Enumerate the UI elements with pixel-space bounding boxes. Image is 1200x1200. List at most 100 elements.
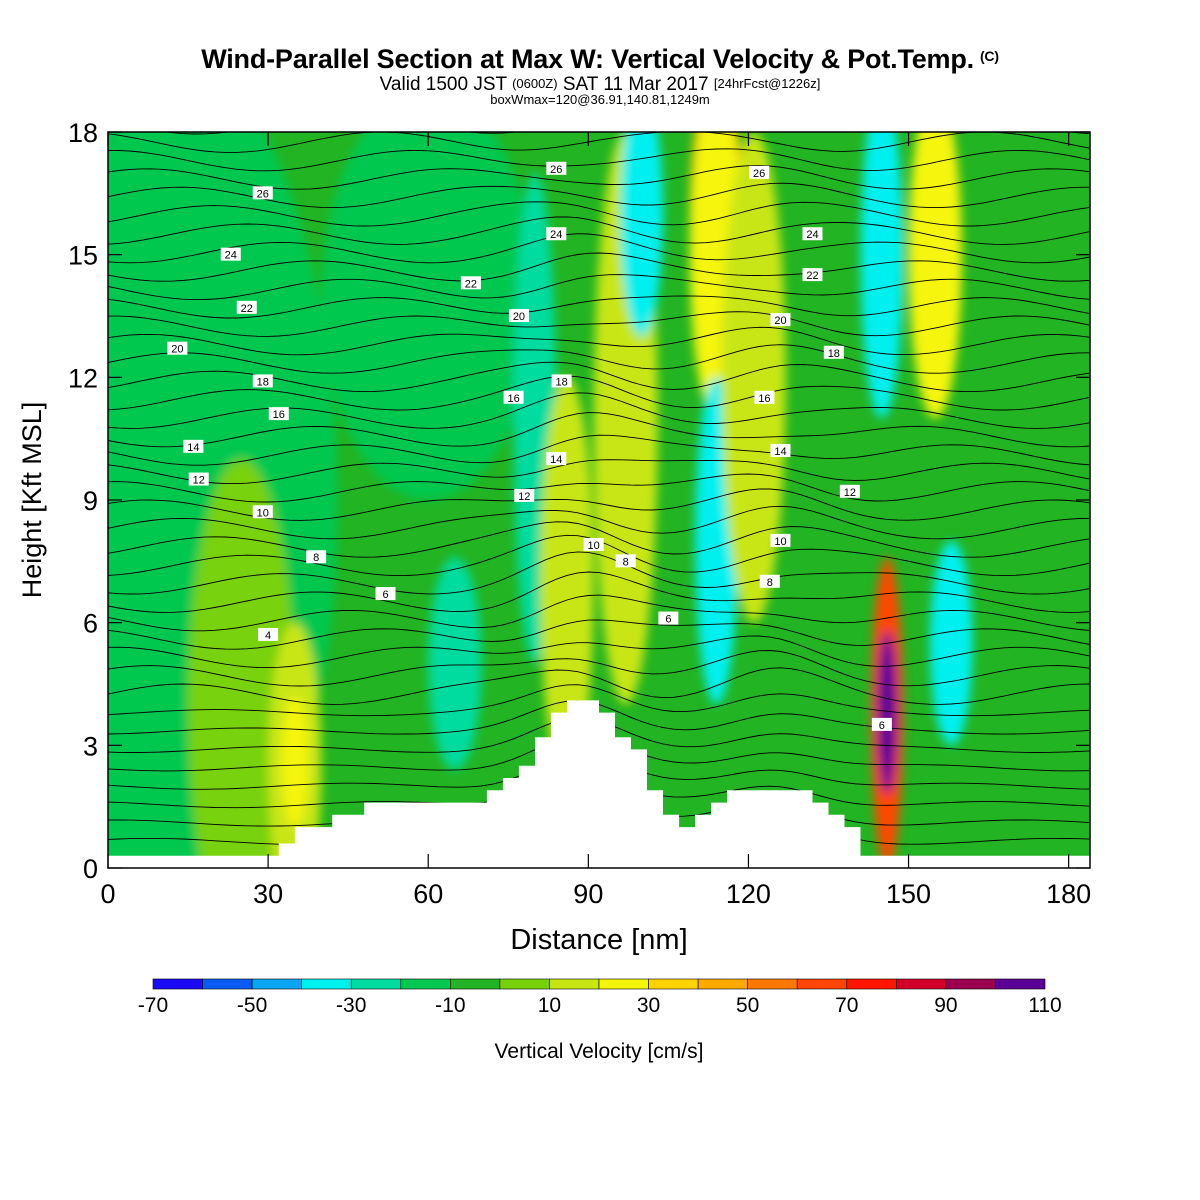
x-tick-label-3: 90 [573, 879, 603, 909]
theta-label-box-9 [306, 550, 327, 564]
colorbar-swatch-17 [995, 978, 1046, 990]
colorbar: -70 -50 -30 -10 10 30 50 70 90 110 [138, 978, 1062, 1017]
theta-contour-11 [108, 635, 1090, 669]
theta-contour-22 [108, 434, 1090, 466]
theta-label-21: 8 [623, 556, 629, 568]
theta-label-9: 8 [313, 552, 319, 564]
theta-label-25: 22 [806, 270, 818, 282]
colorbar-tick-4: 10 [538, 994, 561, 1017]
x-tick-label-5: 150 [886, 879, 931, 909]
w-cell-3 [281, 696, 309, 828]
theta-label-box-22 [658, 611, 679, 625]
theta-label-box-1 [220, 247, 241, 261]
theta-label-box-4 [252, 374, 273, 388]
theta-label-box-24 [802, 227, 823, 241]
theta-contour-31 [108, 274, 1090, 301]
colorbar-swatch-16 [945, 978, 996, 990]
x-axis-label: Distance [nm] [510, 924, 687, 956]
theta-label-27: 18 [828, 348, 840, 360]
theta-label-20: 10 [588, 540, 600, 552]
w-cell-8 [540, 377, 594, 787]
theta-contour-17 [108, 521, 1090, 558]
theta-label-28: 16 [758, 393, 770, 405]
theta-contour-34 [108, 216, 1090, 245]
theta-contour-38 [108, 148, 1090, 172]
theta-label-box-12 [546, 161, 567, 175]
y-tick-label-6: 18 [68, 118, 98, 148]
colorbar-swatch-14 [846, 978, 897, 990]
theta-label-box-6 [183, 439, 204, 453]
colorbar-swatch-1 [202, 978, 253, 990]
theta-label-12: 26 [550, 164, 562, 176]
theta-label-18: 14 [550, 454, 562, 466]
colorbar-swatch-15 [896, 978, 947, 990]
theta-contour-28 [108, 326, 1090, 356]
theta-label-19: 12 [518, 491, 530, 503]
theta-contour-36 [108, 182, 1090, 209]
colorbar-swatch-10 [648, 978, 699, 990]
colorbar-tick-5: 30 [637, 994, 660, 1017]
theta-label-box-32 [759, 574, 780, 588]
theta-label-box-0 [252, 186, 273, 200]
theta-label-26: 20 [774, 315, 786, 327]
theta-label-13: 24 [550, 229, 562, 241]
colorbar-swatch-6 [450, 978, 501, 990]
colorbar-swatch-11 [697, 978, 748, 990]
theta-label-box-13 [546, 227, 567, 241]
theta-label-11: 4 [265, 630, 271, 642]
theta-label-5: 16 [273, 409, 285, 421]
y-tick-label-5: 15 [68, 241, 98, 271]
w-cell-15 [860, 132, 904, 419]
theta-label-box-17 [503, 390, 524, 404]
w-cell-14 [721, 132, 786, 623]
theta-label-24: 24 [806, 229, 818, 241]
theta-label-0: 26 [257, 188, 269, 200]
x-tick-label-4: 120 [726, 879, 771, 909]
theta-label-box-27 [823, 345, 844, 359]
theta-label-box-2 [236, 300, 257, 314]
forecast-info: [24hrFcst@1226z] [713, 76, 821, 91]
y-tick-label-4: 12 [68, 363, 98, 393]
y-tick-label-1: 3 [83, 731, 98, 761]
theta-contour-27 [108, 344, 1090, 374]
theta-label-box-30 [839, 484, 860, 498]
theta-label-box-10 [375, 587, 396, 601]
w-cell-16 [908, 132, 962, 419]
theta-label-box-14 [460, 276, 481, 290]
theta-contour-23 [108, 412, 1090, 448]
theta-contour-12 [108, 619, 1090, 650]
theta-contour-9 [108, 667, 1090, 705]
x-tick-label-2: 60 [413, 879, 443, 909]
theta-label-box-16 [551, 374, 572, 388]
x-tick-label-1: 30 [253, 879, 283, 909]
theta-contour-20 [108, 473, 1090, 503]
theta-contour-41 [108, 93, 1090, 116]
theta-contour-19 [108, 488, 1090, 521]
colorbar-swatch-13 [796, 978, 848, 990]
colorbar-swatch-9 [598, 978, 649, 990]
theta-label-box-26 [770, 313, 791, 327]
y-tick-label-2: 6 [83, 609, 98, 639]
colorbar-tick-7: 70 [835, 994, 858, 1017]
theta-contour-39 [108, 132, 1090, 153]
theta-label-box-29 [770, 443, 791, 457]
x-tick-label-6: 180 [1046, 879, 1091, 909]
theta-label-15: 20 [513, 311, 525, 323]
theta-contour-13 [108, 594, 1090, 632]
theta-label-box-7 [188, 472, 209, 486]
theta-label-box-8 [252, 505, 273, 519]
copyright-mark: (C) [979, 48, 999, 64]
chart-title-text: Wind-Parallel Section at Max W: Vertical… [201, 44, 974, 74]
colorbar-swatch-7 [499, 978, 550, 990]
theta-label-1: 24 [225, 250, 237, 262]
w-cell-18 [877, 630, 897, 795]
theta-contour-8 [108, 684, 1090, 717]
theta-contour-14 [108, 571, 1090, 613]
theta-label-31: 10 [774, 536, 786, 548]
theta-label-box-11 [258, 627, 279, 641]
colorbar-tick-9: 110 [1028, 994, 1061, 1017]
colorbar-tick-0: -70 [138, 994, 168, 1017]
theta-contour-40 [162, 132, 1090, 135]
x-tick-label-0: 0 [100, 879, 115, 909]
chart-title: Wind-Parallel Section at Max W: Vertical… [0, 44, 1200, 75]
